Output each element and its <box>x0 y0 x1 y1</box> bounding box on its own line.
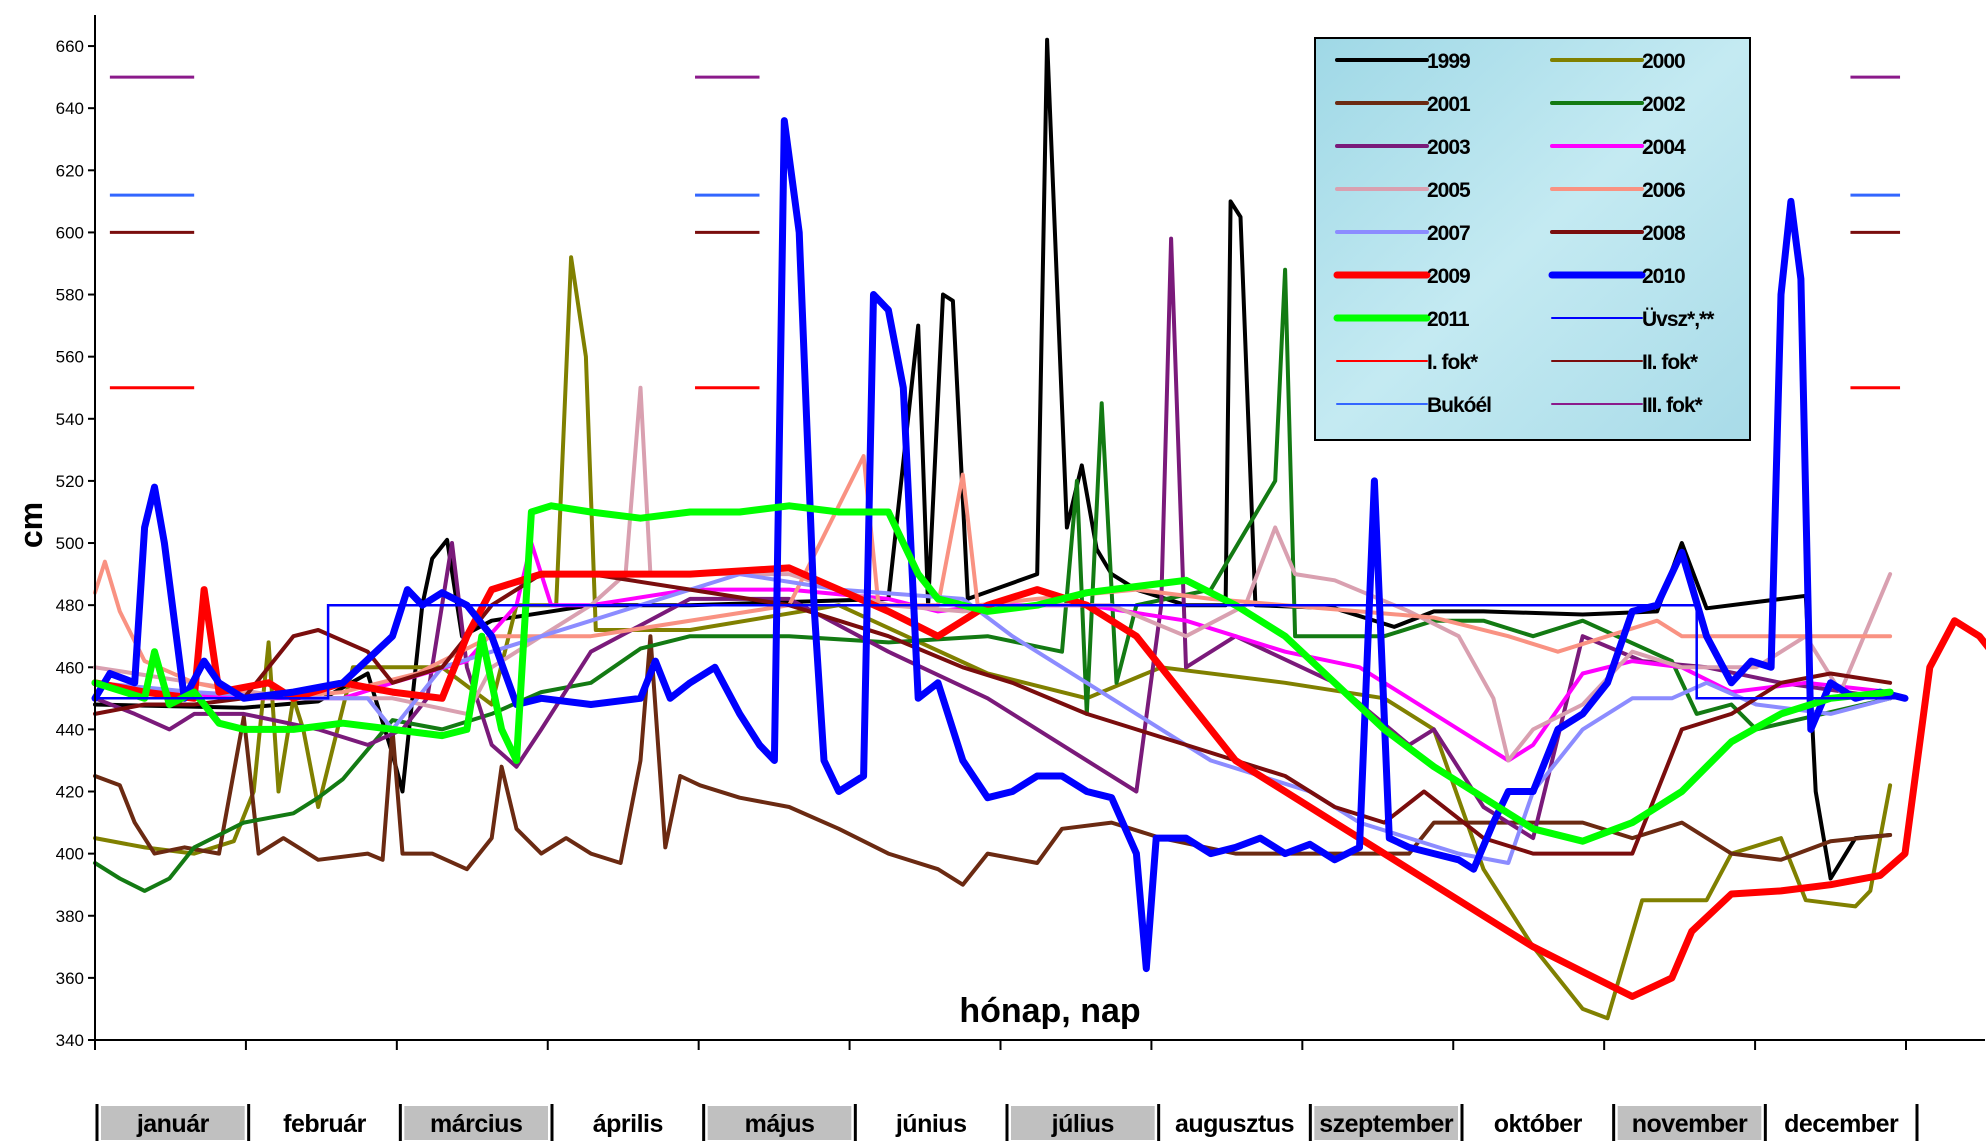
legend-label: 2011 <box>1427 308 1470 331</box>
month-label: január <box>136 1110 210 1138</box>
series-lines <box>91 37 1986 1021</box>
legend-label: 2007 <box>1427 222 1470 245</box>
legend-label: 2009 <box>1427 265 1470 288</box>
y-tick-label: 600 <box>56 223 84 242</box>
month-label: november <box>1632 1110 1748 1138</box>
legend-label: Üvsz*,** <box>1642 308 1715 331</box>
month-label: augusztus <box>1175 1110 1294 1138</box>
legend-label: I. fok* <box>1427 351 1479 374</box>
month-label: szeptember <box>1319 1110 1454 1138</box>
y-tick-label: 440 <box>56 720 84 739</box>
y-tick-label: 480 <box>56 596 84 615</box>
y-tick-label: 620 <box>56 161 84 180</box>
legend-label: 2000 <box>1642 50 1685 73</box>
legend-label: 2003 <box>1427 136 1470 159</box>
month-shade <box>1617 1106 1762 1140</box>
legend-label: 2002 <box>1642 93 1685 116</box>
month-label: március <box>430 1110 522 1138</box>
legend-label: 2008 <box>1642 222 1686 245</box>
legend-label: II. fok* <box>1642 351 1699 374</box>
month-shade <box>707 1106 852 1140</box>
y-axis-label: cm <box>13 502 49 548</box>
axes <box>94 15 1985 1050</box>
y-tick-label: 400 <box>56 845 84 864</box>
month-label: április <box>593 1110 663 1138</box>
legend-box <box>1314 37 1751 441</box>
y-tick-label: 420 <box>56 783 84 802</box>
y-tick-label: 380 <box>56 907 84 926</box>
y-tick-label: 340 <box>56 1031 84 1050</box>
legend-label: 2004 <box>1642 136 1686 159</box>
month-label: július <box>1051 1110 1114 1138</box>
month-label: december <box>1784 1110 1899 1138</box>
y-tick-label: 360 <box>56 969 84 988</box>
y-tick-label: 460 <box>56 658 84 677</box>
legend-label: Bukóél <box>1427 394 1491 417</box>
month-label: június <box>895 1110 967 1138</box>
series-2001 <box>93 634 1893 887</box>
month-label: május <box>745 1110 815 1138</box>
y-tick-label: 540 <box>56 410 84 429</box>
month-shade <box>404 1106 548 1140</box>
legend-label: 2005 <box>1427 179 1471 202</box>
series-2007 <box>93 572 1893 865</box>
legend-label: 2006 <box>1642 179 1685 202</box>
series-2009 <box>91 564 1986 1000</box>
series-uvsz <box>95 603 1905 700</box>
x-axis-label: hónap, nap <box>959 992 1140 1030</box>
y-tick-label: 660 <box>56 37 84 56</box>
legend-label: 2010 <box>1642 265 1685 288</box>
series-2008 <box>93 572 1893 856</box>
legend-label: III. fok* <box>1642 394 1704 417</box>
legend: 1999 2000 2001 2002 2003 2004 2005 2006 2007 2008… <box>1314 37 1751 441</box>
series-2000 <box>93 255 1893 1021</box>
month-label: október <box>1494 1110 1583 1138</box>
month-shade <box>101 1106 245 1140</box>
threshold-lines <box>109 75 1901 390</box>
y-tick-label: 520 <box>56 472 84 491</box>
y-tick-label: 640 <box>56 99 84 118</box>
month-bar: január február március április május június jú… <box>95 1104 1919 1141</box>
y-tick-label: 500 <box>56 534 84 553</box>
series-2003 <box>93 236 1893 841</box>
y-axis-ticks: 340 360 380 400 420 440 460 480 500 520 540 560 580 6… <box>56 37 95 1050</box>
month-label: február <box>283 1110 366 1138</box>
month-shade <box>1314 1106 1458 1140</box>
legend-label: 1999 <box>1427 50 1470 73</box>
y-tick-label: 580 <box>56 286 84 305</box>
series-2011 <box>91 502 1894 845</box>
y-tick-label: 560 <box>56 348 84 367</box>
legend-label: 2001 <box>1427 93 1471 116</box>
month-shade <box>1011 1106 1155 1140</box>
